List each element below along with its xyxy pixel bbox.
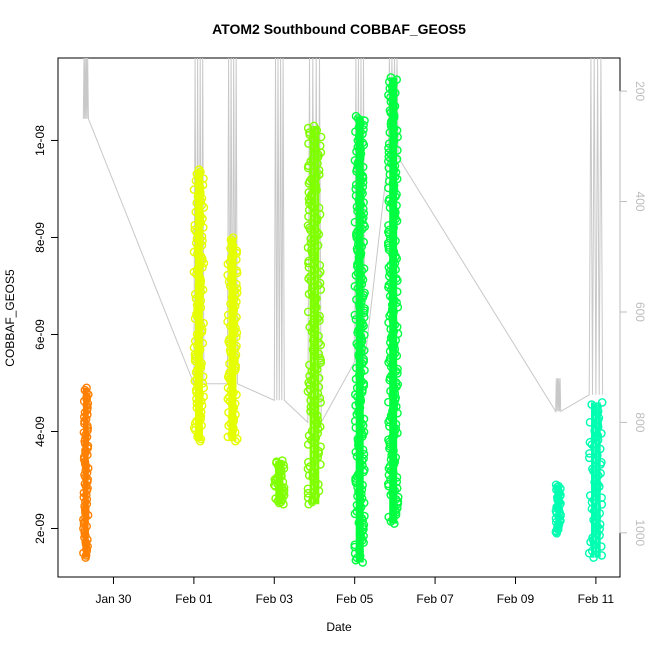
y-axis-label: COBBAF_GEOS5 — [3, 269, 17, 367]
x-tick-label: Feb 03 — [256, 592, 294, 606]
y2-tick-label: 1000 — [633, 519, 647, 546]
y2-tick-label: 600 — [633, 302, 647, 322]
y-tick-label: 6e-09 — [33, 319, 47, 350]
pressure-profile-lines — [82, 57, 604, 425]
y2-tick-label: 200 — [633, 81, 647, 101]
x-tick-label: Feb 01 — [175, 592, 213, 606]
x-axis-label: Date — [326, 620, 352, 634]
y-tick-label: 4e-09 — [33, 416, 47, 447]
y-tick-label: 8e-09 — [33, 222, 47, 253]
y2-axis: 200 400 600 800 1000 — [619, 81, 647, 546]
x-axis: Jan 30 Feb 01 Feb 03 Feb 05 Feb 07 Feb 09 Feb … — [95, 576, 615, 606]
y2-tick-label: 400 — [633, 192, 647, 212]
x-tick-label: Feb 07 — [416, 592, 454, 606]
y2-tick-label: 800 — [633, 412, 647, 432]
x-tick-label: Feb 05 — [336, 592, 374, 606]
x-tick-label: Jan 30 — [95, 592, 131, 606]
plot-frame — [57, 57, 621, 578]
y-tick-label: 2e-09 — [33, 513, 47, 544]
pressure-line — [82, 57, 604, 425]
data-point — [315, 393, 325, 403]
x-tick-label: Feb 11 — [578, 592, 615, 606]
y-tick-label: 1e-08 — [33, 125, 47, 156]
data-points — [79, 73, 607, 567]
y-axis: 2e-09 4e-09 6e-09 8e-09 1e-08 — [33, 125, 59, 544]
chart-title: ATOM2 Southbound COBBAF_GEOS5 — [212, 21, 466, 37]
x-tick-label: Feb 09 — [497, 592, 535, 606]
